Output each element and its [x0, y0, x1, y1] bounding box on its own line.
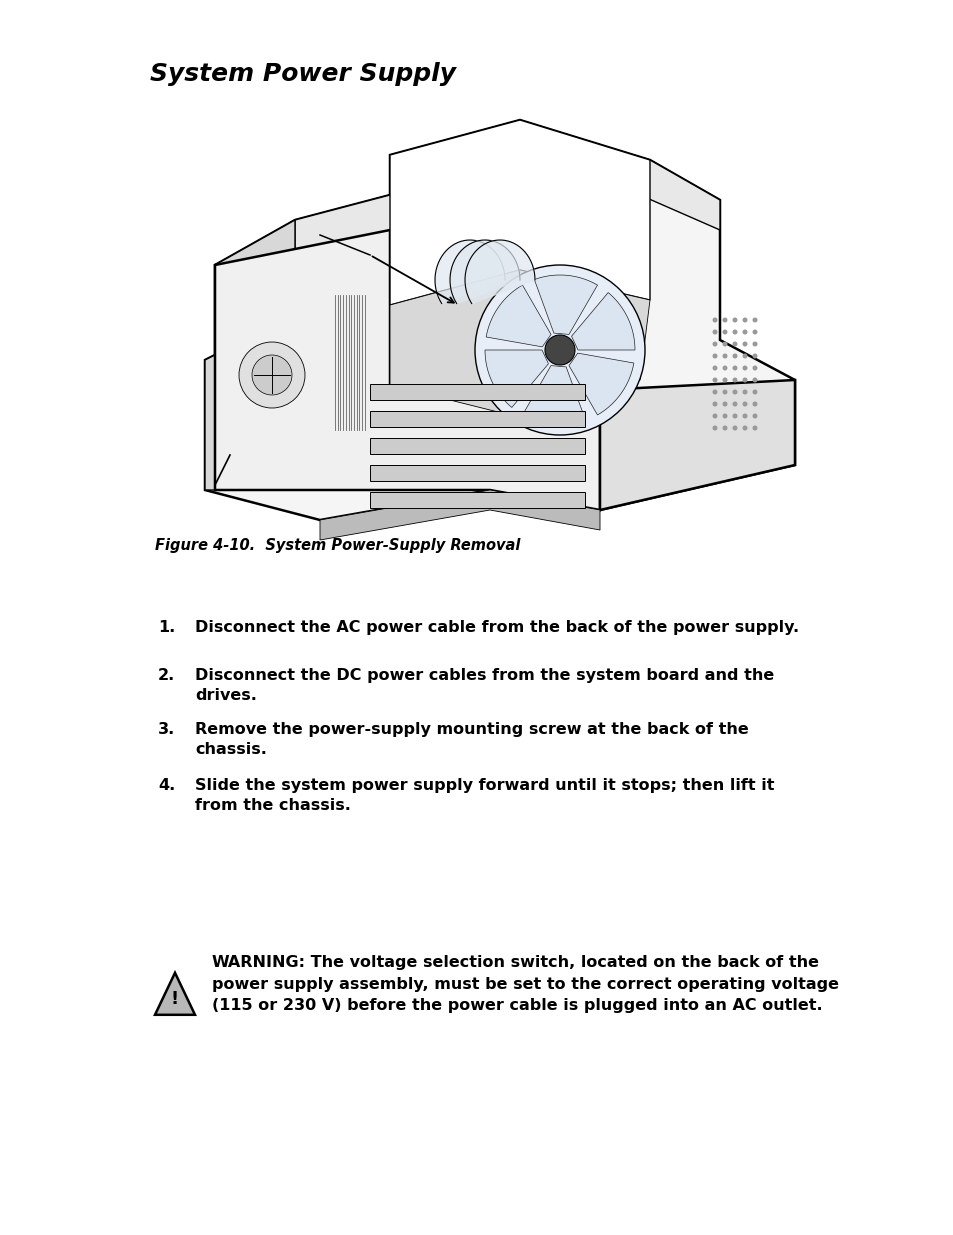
Text: Remove the power-supply mounting screw at the back of the
chassis.: Remove the power-supply mounting screw a…: [194, 722, 748, 757]
Circle shape: [741, 426, 747, 431]
Polygon shape: [390, 270, 649, 415]
Circle shape: [721, 342, 727, 347]
Circle shape: [721, 401, 727, 406]
Circle shape: [752, 353, 757, 358]
Circle shape: [712, 342, 717, 347]
Polygon shape: [435, 240, 504, 304]
Circle shape: [741, 401, 747, 406]
Text: System Power Supply: System Power Supply: [150, 62, 456, 86]
Circle shape: [741, 330, 747, 335]
Circle shape: [752, 317, 757, 322]
Text: Slide the system power supply forward until it stops; then lift it
from the chas: Slide the system power supply forward un…: [194, 778, 774, 814]
Text: 2.: 2.: [158, 668, 175, 683]
Circle shape: [752, 330, 757, 335]
Circle shape: [721, 378, 727, 383]
Polygon shape: [205, 220, 294, 490]
Polygon shape: [599, 380, 794, 510]
Circle shape: [732, 426, 737, 431]
Circle shape: [721, 426, 727, 431]
Circle shape: [544, 335, 575, 366]
Circle shape: [752, 389, 757, 394]
Circle shape: [732, 414, 737, 419]
Circle shape: [712, 426, 717, 431]
Circle shape: [712, 414, 717, 419]
Text: 4.: 4.: [158, 778, 175, 793]
Circle shape: [732, 366, 737, 370]
Circle shape: [752, 366, 757, 370]
Polygon shape: [205, 120, 794, 520]
Text: Figure 4-10.  System Power-Supply Removal: Figure 4-10. System Power-Supply Removal: [154, 538, 519, 553]
Circle shape: [712, 378, 717, 383]
Circle shape: [752, 342, 757, 347]
Circle shape: [732, 378, 737, 383]
Polygon shape: [571, 293, 635, 350]
Circle shape: [721, 330, 727, 335]
Text: power supply assembly, must be set to the correct operating voltage: power supply assembly, must be set to th…: [212, 977, 838, 992]
Circle shape: [712, 401, 717, 406]
Circle shape: [741, 389, 747, 394]
Polygon shape: [568, 353, 633, 415]
Text: Disconnect the AC power cable from the back of the power supply.: Disconnect the AC power cable from the b…: [194, 620, 799, 635]
Circle shape: [741, 366, 747, 370]
Circle shape: [732, 401, 737, 406]
Text: WARNING:: WARNING:: [212, 955, 306, 969]
Circle shape: [752, 401, 757, 406]
Circle shape: [752, 414, 757, 419]
Circle shape: [721, 414, 727, 419]
Circle shape: [732, 330, 737, 335]
Circle shape: [752, 426, 757, 431]
Polygon shape: [319, 490, 599, 540]
Circle shape: [741, 378, 747, 383]
Circle shape: [239, 342, 305, 408]
Text: 1.: 1.: [158, 620, 175, 635]
FancyBboxPatch shape: [370, 411, 584, 427]
Circle shape: [752, 378, 757, 383]
FancyBboxPatch shape: [370, 492, 584, 508]
Circle shape: [712, 330, 717, 335]
FancyBboxPatch shape: [370, 384, 584, 400]
Circle shape: [712, 389, 717, 394]
Circle shape: [475, 266, 644, 435]
Circle shape: [732, 317, 737, 322]
Circle shape: [712, 366, 717, 370]
Circle shape: [721, 366, 727, 370]
Circle shape: [252, 354, 292, 395]
Circle shape: [712, 353, 717, 358]
Circle shape: [721, 317, 727, 322]
Circle shape: [732, 342, 737, 347]
Polygon shape: [484, 350, 548, 408]
Polygon shape: [534, 275, 597, 335]
FancyBboxPatch shape: [370, 438, 584, 454]
Circle shape: [741, 414, 747, 419]
Polygon shape: [486, 285, 551, 347]
Polygon shape: [294, 161, 720, 254]
Polygon shape: [154, 973, 194, 1015]
Circle shape: [732, 353, 737, 358]
Text: Disconnect the DC power cables from the system board and the
drives.: Disconnect the DC power cables from the …: [194, 668, 774, 704]
Circle shape: [712, 317, 717, 322]
Circle shape: [741, 342, 747, 347]
Polygon shape: [214, 230, 599, 510]
Text: (115 or 230 V) before the power cable is plugged into an AC outlet.: (115 or 230 V) before the power cable is…: [212, 998, 821, 1013]
Circle shape: [741, 317, 747, 322]
Polygon shape: [464, 240, 535, 304]
Polygon shape: [390, 120, 649, 305]
Circle shape: [732, 389, 737, 394]
Polygon shape: [522, 366, 585, 425]
Text: !: !: [171, 990, 179, 1008]
Text: The voltage selection switch, located on the back of the: The voltage selection switch, located on…: [305, 955, 818, 969]
Polygon shape: [450, 240, 519, 304]
Circle shape: [741, 353, 747, 358]
FancyBboxPatch shape: [370, 466, 584, 480]
Text: 3.: 3.: [158, 722, 175, 737]
Circle shape: [721, 389, 727, 394]
Circle shape: [721, 353, 727, 358]
